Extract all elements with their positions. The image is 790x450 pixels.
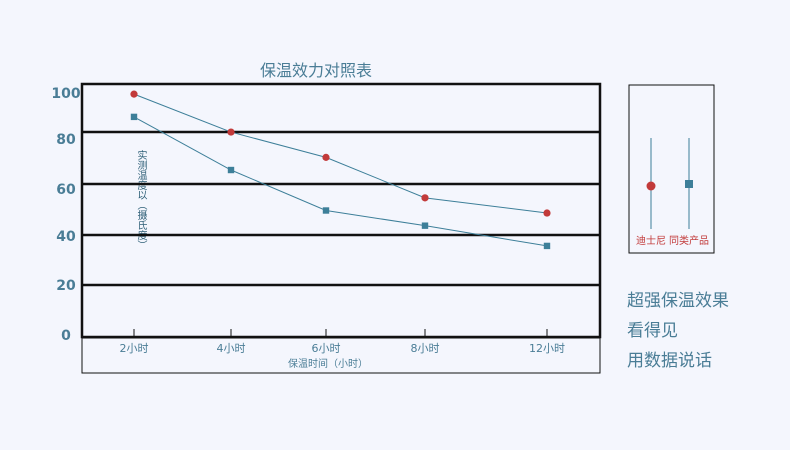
series-line <box>133 93 548 214</box>
chart-title: 保温效力对照表 <box>260 61 372 80</box>
plot-frame <box>80 82 602 339</box>
y-tick-label: 40 <box>56 229 76 245</box>
x-tick-label: 8小时 <box>411 342 440 355</box>
legend-marker <box>646 181 656 191</box>
slogan-line-1: 超强保温效果 <box>627 291 729 311</box>
data-point <box>421 194 429 202</box>
data-point <box>130 90 138 98</box>
data-point <box>322 153 330 161</box>
x-tick-label: 2小时 <box>120 342 149 355</box>
x-tick-labels: 2小时 4小时 6小时 8小时 12小时 <box>120 342 566 355</box>
data-point <box>322 207 330 214</box>
y-tick-label: 80 <box>56 132 76 148</box>
legend-label: 迪士尼 <box>636 234 666 247</box>
x-axis-box <box>81 337 601 374</box>
slogan-line-3: 用数据说话 <box>627 351 712 371</box>
x-axis-label: 保温时间（小时） <box>288 357 368 370</box>
series-layer <box>130 90 551 250</box>
legend-label: 同类产品 <box>669 234 709 247</box>
data-point <box>543 242 551 250</box>
gridlines <box>82 130 600 287</box>
legend-box <box>628 84 715 254</box>
x-tick-marks <box>133 329 548 337</box>
data-point <box>543 209 551 217</box>
y-tick-label: 60 <box>56 182 76 198</box>
y-tick-label: 20 <box>56 278 76 294</box>
x-tick-label: 12小时 <box>529 342 565 355</box>
slogan-line-2: 看得见 <box>627 321 678 341</box>
x-tick-label: 6小时 <box>312 342 341 355</box>
legend-marker <box>685 180 693 188</box>
y-tick-label: 0 <box>61 328 71 344</box>
legend: 迪士尼 同类产品 <box>636 138 709 247</box>
x-tick-label: 4小时 <box>217 342 246 355</box>
series-line <box>133 116 548 247</box>
y-tick-labels: 100 80 60 40 20 0 <box>51 86 80 344</box>
y-tick-label: 100 <box>51 86 80 102</box>
data-point <box>421 222 429 229</box>
data-point <box>227 128 235 136</box>
data-point <box>227 166 235 174</box>
data-point <box>130 113 138 121</box>
